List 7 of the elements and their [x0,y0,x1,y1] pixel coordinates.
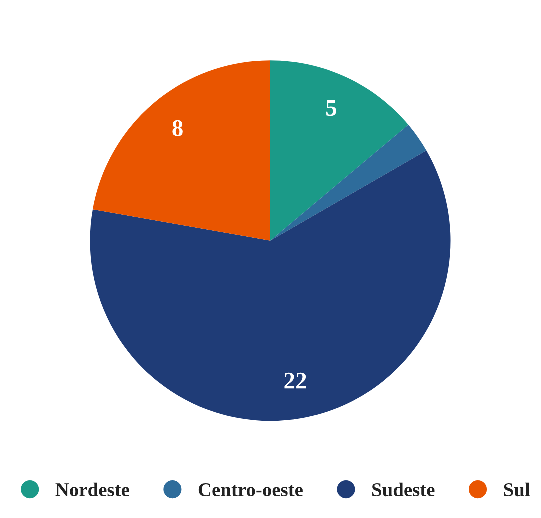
legend-label: Nordeste [56,482,130,497]
legend-label: Sudeste [372,482,435,497]
legend-label: Sul [504,482,530,497]
data-label: 5 [326,100,336,116]
data-label: 22 [284,372,306,389]
legend-label: Centro-oeste [198,483,303,497]
data-label: 8 [172,120,183,136]
